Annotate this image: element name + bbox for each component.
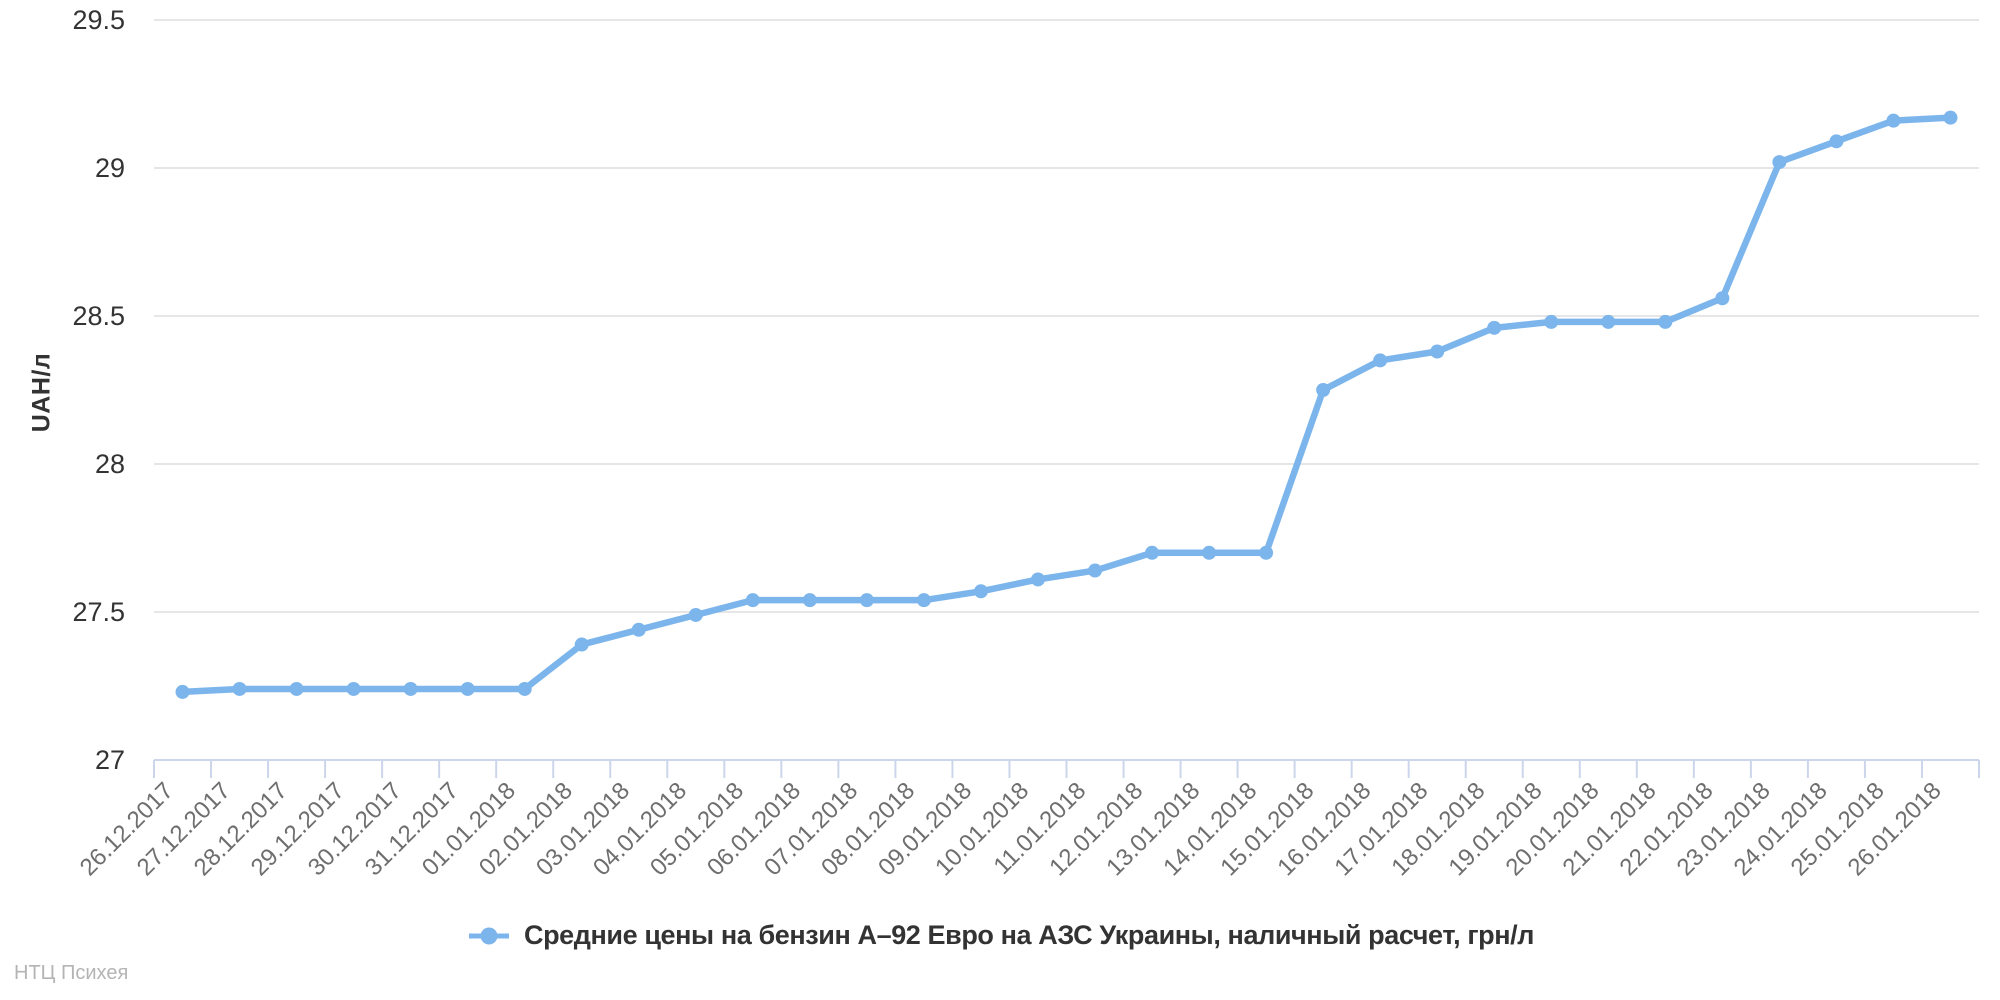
data-point[interactable] bbox=[1430, 344, 1445, 359]
y-axis-label: 28 bbox=[95, 449, 125, 479]
data-point[interactable] bbox=[346, 681, 361, 696]
data-point[interactable] bbox=[460, 681, 475, 696]
data-point[interactable] bbox=[232, 681, 247, 696]
series-markers bbox=[175, 110, 1958, 699]
data-point[interactable] bbox=[1373, 353, 1388, 368]
data-point[interactable] bbox=[1030, 572, 1045, 587]
data-point[interactable] bbox=[802, 593, 817, 608]
y-axis-title: UAH/л bbox=[27, 352, 56, 433]
x-axis-labels: 26.12.201727.12.201728.12.201729.12.2017… bbox=[75, 777, 1947, 881]
data-point[interactable] bbox=[1088, 563, 1103, 578]
y-axis-label: 29.5 bbox=[72, 5, 125, 35]
source-credit: НТЦ Психея bbox=[14, 962, 129, 984]
data-point[interactable] bbox=[1943, 110, 1958, 125]
data-point[interactable] bbox=[1316, 383, 1331, 397]
data-point[interactable] bbox=[403, 681, 418, 696]
data-point[interactable] bbox=[1259, 545, 1274, 560]
data-point[interactable] bbox=[973, 584, 988, 599]
legend-item[interactable]: Средние цены на бензин А–92 Евро на АЗС … bbox=[0, 920, 2000, 951]
data-point[interactable] bbox=[175, 684, 190, 699]
data-point[interactable] bbox=[1886, 113, 1901, 128]
x-axis-ticks bbox=[153, 760, 1980, 778]
data-point[interactable] bbox=[745, 593, 760, 608]
data-point[interactable] bbox=[574, 637, 589, 652]
y-axis-labels: 27 27.5 28 28.5 29 29.5 bbox=[72, 5, 125, 775]
data-point[interactable] bbox=[916, 593, 931, 608]
data-point[interactable] bbox=[631, 622, 646, 637]
data-point[interactable] bbox=[1145, 545, 1160, 560]
y-axis-label: 29 bbox=[95, 153, 125, 183]
data-point[interactable] bbox=[859, 593, 874, 608]
data-point[interactable] bbox=[1544, 314, 1559, 329]
data-point[interactable] bbox=[1715, 291, 1730, 306]
data-point[interactable] bbox=[1487, 320, 1502, 335]
y-axis-label: 28.5 bbox=[72, 301, 125, 331]
series-line bbox=[179, 114, 1954, 696]
y-axis-label: 27.5 bbox=[72, 597, 125, 627]
y-axis-label: 27 bbox=[95, 745, 125, 775]
gridlines bbox=[154, 19, 1979, 613]
data-point[interactable] bbox=[1772, 155, 1787, 170]
data-point[interactable] bbox=[1202, 545, 1217, 560]
data-point[interactable] bbox=[289, 681, 304, 696]
legend-label: Средние цены на бензин А–92 Евро на АЗС … bbox=[523, 920, 1535, 950]
legend-marker-icon bbox=[468, 927, 509, 944]
data-point[interactable] bbox=[1601, 314, 1616, 329]
data-point[interactable] bbox=[688, 607, 703, 622]
data-point[interactable] bbox=[517, 681, 532, 696]
data-point[interactable] bbox=[1829, 134, 1844, 149]
data-point[interactable] bbox=[1658, 314, 1673, 329]
